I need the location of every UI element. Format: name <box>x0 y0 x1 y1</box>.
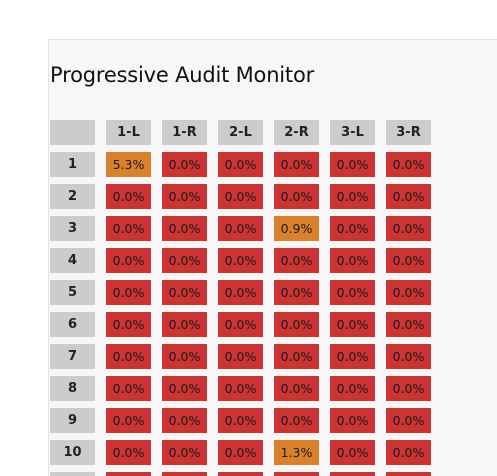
audit-cell[interactable]: 0.0% <box>386 280 431 305</box>
audit-cell[interactable]: 0.0% <box>330 344 375 369</box>
audit-cell[interactable]: 0.0% <box>162 344 207 369</box>
audit-cell[interactable]: 0.0% <box>162 280 207 305</box>
audit-cell[interactable]: 0.0% <box>106 344 151 369</box>
audit-cell[interactable]: 0.0% <box>386 216 431 241</box>
column-header: 1-L <box>106 120 151 145</box>
audit-cell[interactable]: 0.0% <box>330 216 375 241</box>
audit-cell[interactable]: 0.9% <box>274 216 319 241</box>
audit-cell[interactable]: 0.0% <box>274 408 319 433</box>
audit-cell[interactable]: 0.0% <box>330 408 375 433</box>
audit-cell[interactable]: 0.0% <box>274 248 319 273</box>
row-label: 1 <box>50 152 95 177</box>
header-corner <box>50 120 95 145</box>
audit-cell[interactable]: 0.0% <box>162 408 207 433</box>
audit-cell[interactable]: 0.0% <box>218 376 263 401</box>
audit-cell[interactable]: 0.0% <box>162 152 207 177</box>
audit-cell[interactable]: 0.0% <box>218 248 263 273</box>
audit-cell[interactable]: 0.0% <box>386 248 431 273</box>
audit-cell[interactable]: 0.0% <box>386 408 431 433</box>
page-title: Progressive Audit Monitor <box>50 63 315 87</box>
audit-monitor-panel: Progressive Audit Monitor 1-L 1-R 2-L 2-R 3-… <box>48 39 497 476</box>
audit-cell[interactable]: 0.0% <box>162 376 207 401</box>
audit-cell[interactable]: 0.0% <box>218 312 263 337</box>
audit-cell[interactable]: 0.0% <box>218 440 263 465</box>
audit-cell[interactable]: 0.0% <box>218 216 263 241</box>
audit-cell[interactable]: 0.0% <box>106 376 151 401</box>
audit-cell[interactable]: 0.0% <box>274 376 319 401</box>
audit-cell[interactable]: 0.0% <box>162 312 207 337</box>
row-label: 2 <box>50 184 95 209</box>
audit-cell[interactable]: 0.0% <box>162 216 207 241</box>
audit-cell[interactable] <box>162 472 207 476</box>
column-header: 3-L <box>330 120 375 145</box>
audit-cell[interactable]: 0.0% <box>106 248 151 273</box>
audit-cell[interactable]: 0.0% <box>330 184 375 209</box>
audit-cell[interactable]: 0.0% <box>218 344 263 369</box>
audit-cell[interactable]: 0.0% <box>162 440 207 465</box>
audit-cell[interactable]: 0.0% <box>106 408 151 433</box>
audit-cell[interactable]: 0.0% <box>386 184 431 209</box>
row-label: 8 <box>50 376 95 401</box>
row-label: 10 <box>50 440 95 465</box>
audit-cell[interactable]: 0.0% <box>330 376 375 401</box>
audit-cell[interactable]: 0.0% <box>162 248 207 273</box>
audit-cell[interactable] <box>386 472 431 476</box>
audit-cell[interactable]: 0.0% <box>218 408 263 433</box>
audit-cell[interactable]: 1.3% <box>274 440 319 465</box>
row-label: 4 <box>50 248 95 273</box>
row-label: 7 <box>50 344 95 369</box>
audit-cell[interactable]: 0.0% <box>386 312 431 337</box>
row-label: 9 <box>50 408 95 433</box>
column-header: 2-R <box>274 120 319 145</box>
audit-cell[interactable]: 0.0% <box>218 152 263 177</box>
audit-cell[interactable]: 0.0% <box>218 280 263 305</box>
audit-cell[interactable]: 0.0% <box>274 280 319 305</box>
audit-cell[interactable]: 0.0% <box>386 376 431 401</box>
audit-cell[interactable]: 0.0% <box>106 216 151 241</box>
audit-cell[interactable]: 0.0% <box>330 248 375 273</box>
audit-cell[interactable]: 0.0% <box>274 152 319 177</box>
row-label: 6 <box>50 312 95 337</box>
audit-cell[interactable]: 0.0% <box>218 184 263 209</box>
audit-cell[interactable] <box>106 472 151 476</box>
audit-cell[interactable]: 0.0% <box>106 440 151 465</box>
row-label: 3 <box>50 216 95 241</box>
audit-cell[interactable]: 0.0% <box>162 184 207 209</box>
row-label: 5 <box>50 280 95 305</box>
audit-cell[interactable]: 0.0% <box>330 440 375 465</box>
audit-cell[interactable]: 0.0% <box>106 280 151 305</box>
row-label <box>50 472 95 476</box>
column-header: 2-L <box>218 120 263 145</box>
audit-cell[interactable] <box>218 472 263 476</box>
audit-cell[interactable]: 0.0% <box>330 152 375 177</box>
audit-cell[interactable]: 5.3% <box>106 152 151 177</box>
audit-cell[interactable]: 0.0% <box>274 184 319 209</box>
audit-cell[interactable]: 0.0% <box>106 312 151 337</box>
audit-cell[interactable]: 0.0% <box>330 312 375 337</box>
column-header: 3-R <box>386 120 431 145</box>
column-header: 1-R <box>162 120 207 145</box>
audit-cell[interactable]: 0.0% <box>106 184 151 209</box>
audit-cell[interactable]: 0.0% <box>386 152 431 177</box>
audit-cell[interactable] <box>330 472 375 476</box>
audit-cell[interactable] <box>274 472 319 476</box>
audit-cell[interactable]: 0.0% <box>274 312 319 337</box>
audit-cell[interactable]: 0.0% <box>274 344 319 369</box>
audit-cell[interactable]: 0.0% <box>386 440 431 465</box>
audit-cell[interactable]: 0.0% <box>330 280 375 305</box>
audit-cell[interactable]: 0.0% <box>386 344 431 369</box>
